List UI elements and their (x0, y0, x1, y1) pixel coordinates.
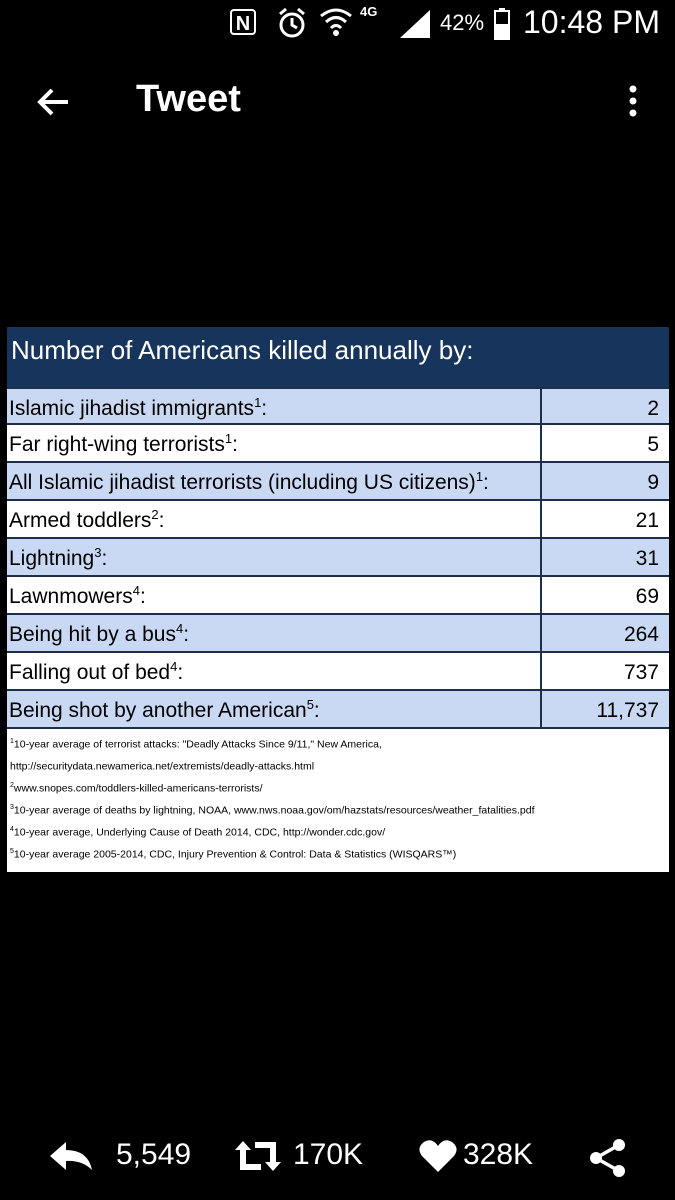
row-label: Lightning3: (9, 545, 108, 570)
footnote-line: 410-year average, Underlying Cause of De… (10, 826, 386, 839)
page-title: Tweet (136, 78, 241, 120)
column-divider (540, 577, 542, 613)
more-options-icon[interactable] (620, 82, 646, 122)
clock: 10:48 PM (523, 4, 660, 40)
table-row: Being hit by a bus4: 264 (7, 615, 669, 653)
alarm-icon (277, 6, 307, 45)
table-row: Far right-wing terrorists1: 5 (7, 425, 669, 463)
reply-icon[interactable] (48, 1138, 94, 1179)
retweet-icon[interactable] (231, 1138, 285, 1179)
footnote-line: 110-year average of terrorist attacks: "… (10, 738, 382, 751)
row-value: 5 (647, 433, 659, 456)
back-arrow-icon[interactable] (34, 82, 74, 122)
table-row: Armed toddlers2: 21 (7, 501, 669, 539)
footnote-line: 2www.snopes.com/toddlers-killed-american… (10, 782, 263, 795)
table-row: Lightning3: 31 (7, 539, 669, 577)
row-value: 31 (635, 547, 659, 570)
row-label: Being hit by a bus4: (9, 621, 190, 646)
table-row: Being shot by another American5: 11,737 (7, 691, 669, 729)
row-label: Far right-wing terrorists1: (9, 431, 238, 456)
reply-count: 5,549 (116, 1138, 192, 1171)
tweet-image[interactable]: Number of Americans killed annually by: … (7, 327, 669, 882)
row-label: Being shot by another American5: (9, 697, 320, 722)
heart-icon[interactable] (418, 1138, 458, 1179)
row-value: 2 (647, 397, 659, 420)
column-divider (540, 653, 542, 689)
column-divider (540, 425, 542, 461)
status-bar: N 4G 42% 10:48 PM (0, 0, 675, 50)
column-divider (540, 389, 542, 423)
row-value: 21 (635, 509, 659, 532)
wifi-icon (318, 4, 354, 45)
footnote-line: www.cdc.gov/injury/wisqars/fatal_injury_… (10, 870, 253, 883)
column-divider (540, 615, 542, 651)
row-label: Falling out of bed4: (9, 659, 184, 684)
footnote-line: 310-year average of deaths by lightning,… (10, 804, 535, 817)
battery-percent: 42% (440, 10, 485, 35)
row-value: 11,737 (596, 699, 659, 722)
app-header: Tweet (0, 70, 675, 134)
nfc-icon: N (230, 9, 256, 35)
row-label: Lawnmowers4: (9, 583, 146, 608)
table-row: Falling out of bed4: 737 (7, 653, 669, 691)
table-row: Islamic jihadist immigrants1: 2 (7, 387, 669, 425)
table-row: All Islamic jihadist terrorists (includi… (7, 463, 669, 501)
column-divider (540, 501, 542, 537)
table-title: Number of Americans killed annually by: (7, 327, 669, 387)
row-value: 264 (623, 623, 659, 646)
footnote-line: http://securitydata.newamerica.net/extre… (10, 760, 315, 773)
row-label: Armed toddlers2: (9, 507, 165, 532)
statistics-table: Islamic jihadist immigrants1: 2 Far right-… (7, 387, 669, 729)
tweet-actions: 5,549 170K 328K (0, 1130, 675, 1184)
share-icon[interactable] (588, 1138, 628, 1183)
column-divider (540, 691, 542, 727)
battery-icon (494, 8, 510, 45)
column-divider (540, 539, 542, 575)
row-value: 737 (623, 661, 659, 684)
network-type-label: 4G (360, 4, 378, 19)
row-label: Islamic jihadist immigrants1: (9, 395, 268, 420)
retweet-count: 170K (293, 1138, 364, 1171)
row-label: All Islamic jihadist terrorists (includi… (9, 469, 489, 494)
table-row: Lawnmowers4: 69 (7, 577, 669, 615)
row-value: 69 (635, 585, 659, 608)
signal-icon (398, 8, 432, 45)
footnote-line: 510-year average 2005-2014, CDC, Injury … (10, 848, 457, 861)
like-count: 328K (463, 1138, 534, 1171)
footnotes: 110-year average of terrorist attacks: "… (7, 735, 669, 882)
row-value: 9 (647, 471, 659, 494)
column-divider (540, 463, 542, 499)
